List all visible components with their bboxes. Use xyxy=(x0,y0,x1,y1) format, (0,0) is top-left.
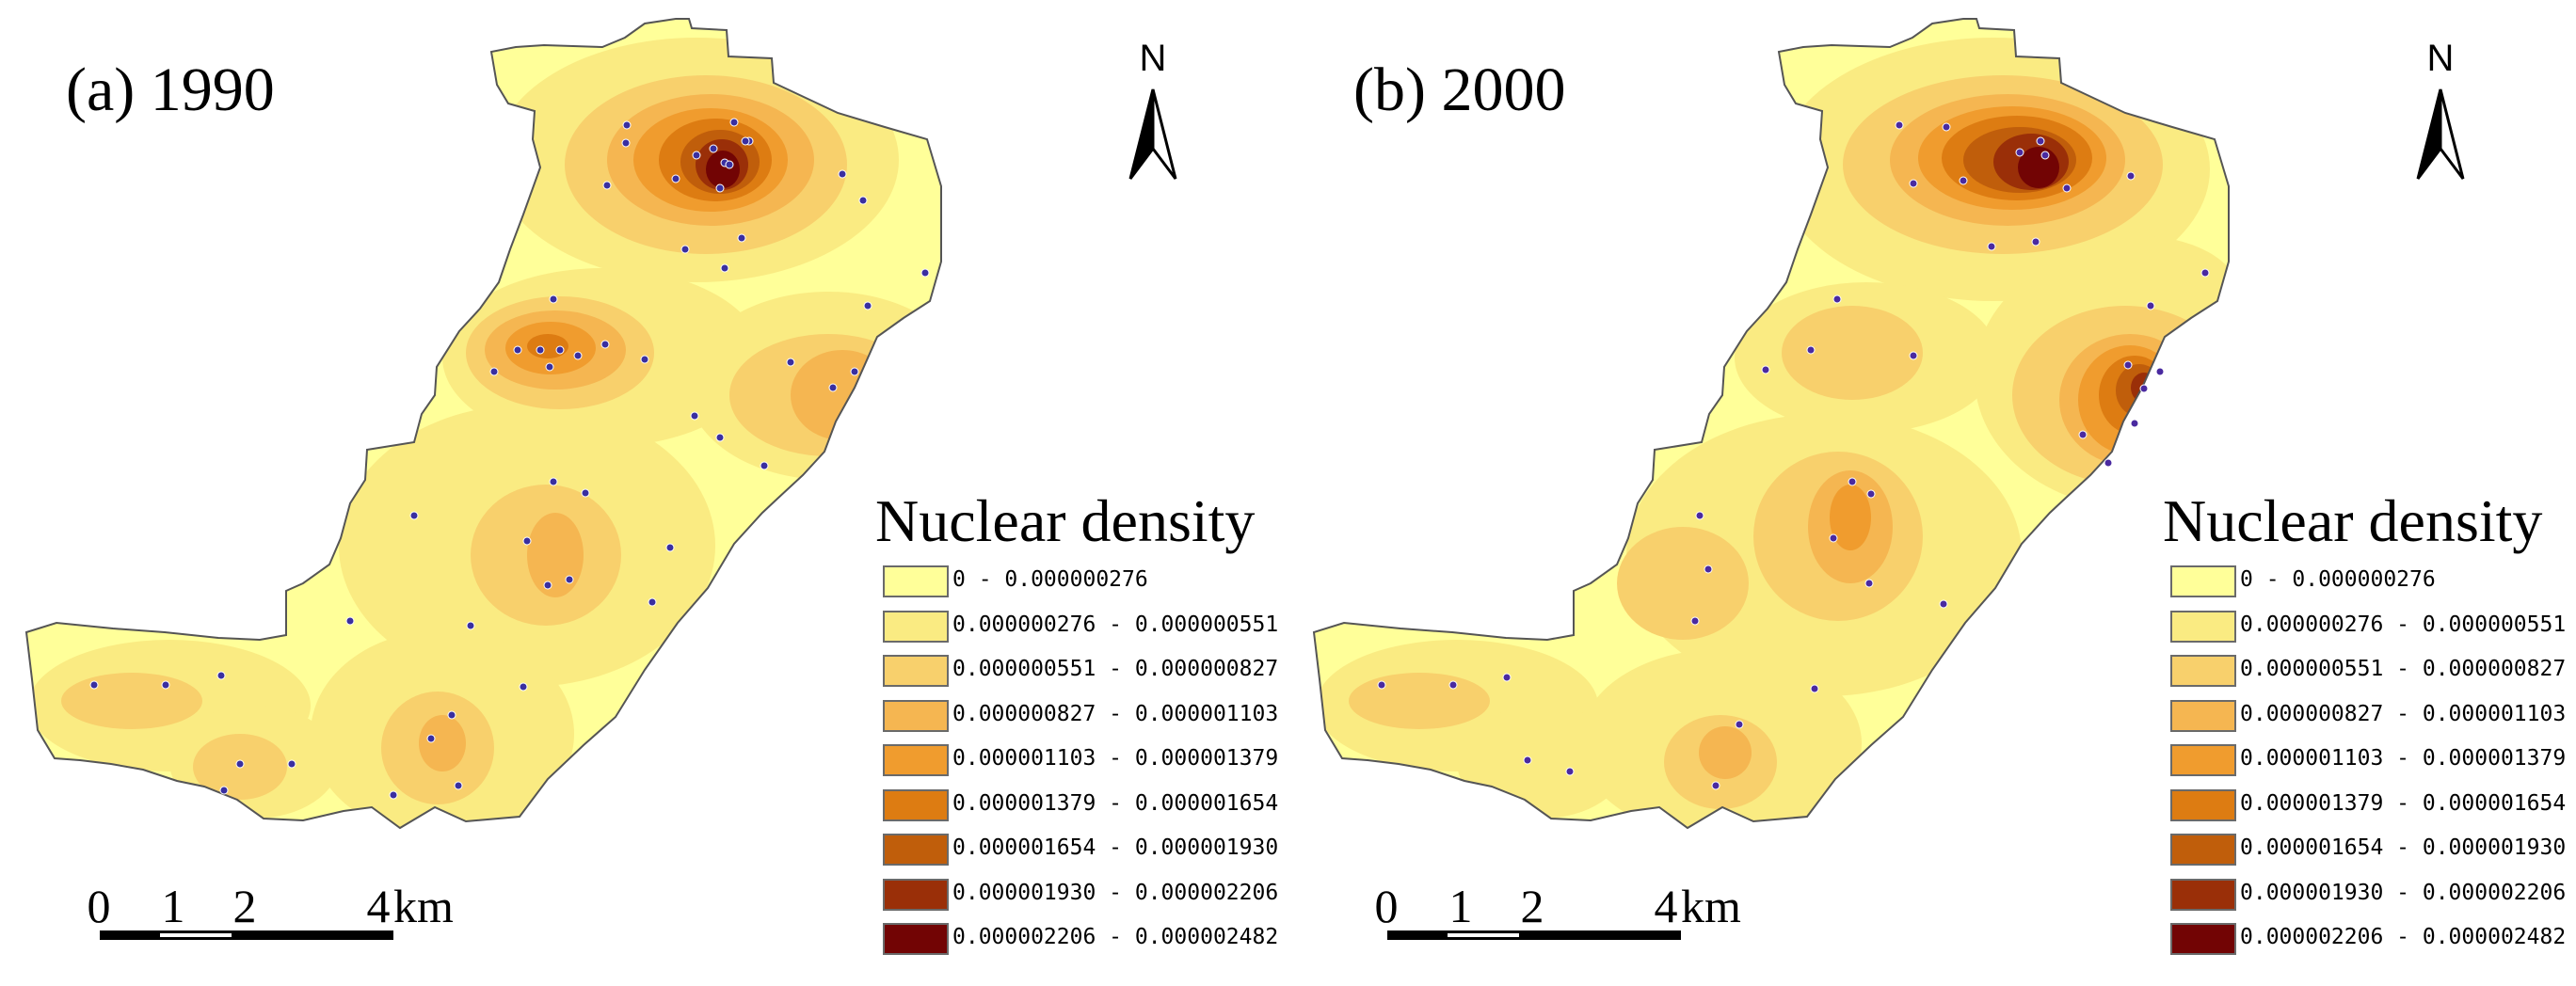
legend-swatch xyxy=(883,565,949,597)
legend-label: 0.000001103 - 0.000001379 xyxy=(952,746,1279,771)
scale-bar-segment xyxy=(160,933,232,937)
legend-swatch xyxy=(883,744,949,776)
legend-swatch xyxy=(883,834,949,866)
scale-bar-segment xyxy=(1448,933,1519,937)
scale-tick-label: 4 xyxy=(1654,880,1678,932)
scale-bar-line xyxy=(100,930,393,940)
legend-label: 0.000001930 - 0.000002206 xyxy=(2240,880,2567,905)
panel-label: (a) 1990 xyxy=(66,56,275,124)
legend-swatch xyxy=(883,610,949,643)
legend-swatch xyxy=(2170,744,2236,776)
legend-label: 0.000002206 - 0.000002482 xyxy=(952,925,1279,949)
scale-tick-label: 1 xyxy=(161,880,185,932)
legend-swatch xyxy=(2170,788,2236,821)
scale-tick-label: 1 xyxy=(1448,880,1473,932)
point-markers xyxy=(89,118,930,800)
legend-swatch xyxy=(883,699,949,732)
legend-label: 0.000000827 - 0.000001103 xyxy=(952,701,1279,726)
legend-label: 0.000000551 - 0.000000827 xyxy=(2240,657,2567,681)
legend-label: 0.000001379 - 0.000001654 xyxy=(2240,790,2567,816)
legend-title: Nuclear density xyxy=(2163,487,2543,554)
north-letter: N xyxy=(2426,38,2455,79)
legend-label: 0.000002206 - 0.000002482 xyxy=(2240,925,2567,949)
density-map-1990 xyxy=(25,18,942,829)
legend-swatch xyxy=(2170,699,2236,732)
scale-unit: km xyxy=(1681,880,1741,932)
legend-label: 0.000001379 - 0.000001654 xyxy=(952,790,1279,816)
scale-bar: 0 1 2 4 km xyxy=(85,879,454,945)
legend-label: 0.000000276 - 0.000000551 xyxy=(2240,612,2567,637)
north-arrow-icon: N xyxy=(2403,38,2478,188)
scale-tick-label: 0 xyxy=(1374,880,1399,932)
map-panel-2000: (b) 2000 N Nuclear density 0 - 0.0000002… xyxy=(1288,0,2575,986)
legend-title: Nuclear density xyxy=(875,487,1256,554)
legend-swatch xyxy=(2170,923,2236,955)
scale-unit: km xyxy=(393,880,454,932)
legend-label: 0.000001930 - 0.000002206 xyxy=(952,880,1279,905)
scale-bar-line xyxy=(1387,930,1681,940)
legend-label: 0.000000551 - 0.000000827 xyxy=(952,657,1279,681)
map-panel-1990: (a) 1990 N Nuclear density 0 - 0.0000002… xyxy=(25,18,1279,955)
legend-swatch xyxy=(2170,834,2236,866)
panel-label: (b) 2000 xyxy=(1353,56,1566,124)
legend-label: 0.000001654 - 0.000001930 xyxy=(952,835,1279,860)
density-map-2000 xyxy=(1313,18,2230,829)
point-markers xyxy=(1377,120,2210,790)
legend-label: 0.000000276 - 0.000000551 xyxy=(952,612,1279,637)
scale-tick-label: 2 xyxy=(232,880,257,932)
legend-label: 0 - 0.000000276 xyxy=(952,567,1148,592)
scale-tick-label: 0 xyxy=(87,880,111,932)
legend-swatch xyxy=(883,878,949,911)
scale-tick-label: 2 xyxy=(1520,880,1544,932)
legend-swatch xyxy=(883,923,949,955)
north-arrow-icon: N xyxy=(1115,38,1191,188)
legend-swatch xyxy=(2170,610,2236,643)
legend-swatch xyxy=(883,788,949,821)
north-arrow-shape xyxy=(1128,88,1177,180)
north-letter: N xyxy=(1139,38,1167,79)
legend-swatch xyxy=(2170,655,2236,687)
scale-tick-label: 4 xyxy=(366,880,391,932)
north-arrow-shape xyxy=(2416,88,2465,180)
legend-label: 0.000001654 - 0.000001930 xyxy=(2240,835,2567,860)
legend-swatch xyxy=(883,655,949,687)
scale-bar: 0 1 2 4 km xyxy=(1372,879,1741,945)
legend-swatch xyxy=(2170,878,2236,911)
legend-swatch xyxy=(2170,565,2236,597)
legend-label: 0 - 0.000000276 xyxy=(2240,567,2436,592)
legend-label: 0.000001103 - 0.000001379 xyxy=(2240,746,2567,771)
legend-label: 0.000000827 - 0.000001103 xyxy=(2240,701,2567,726)
